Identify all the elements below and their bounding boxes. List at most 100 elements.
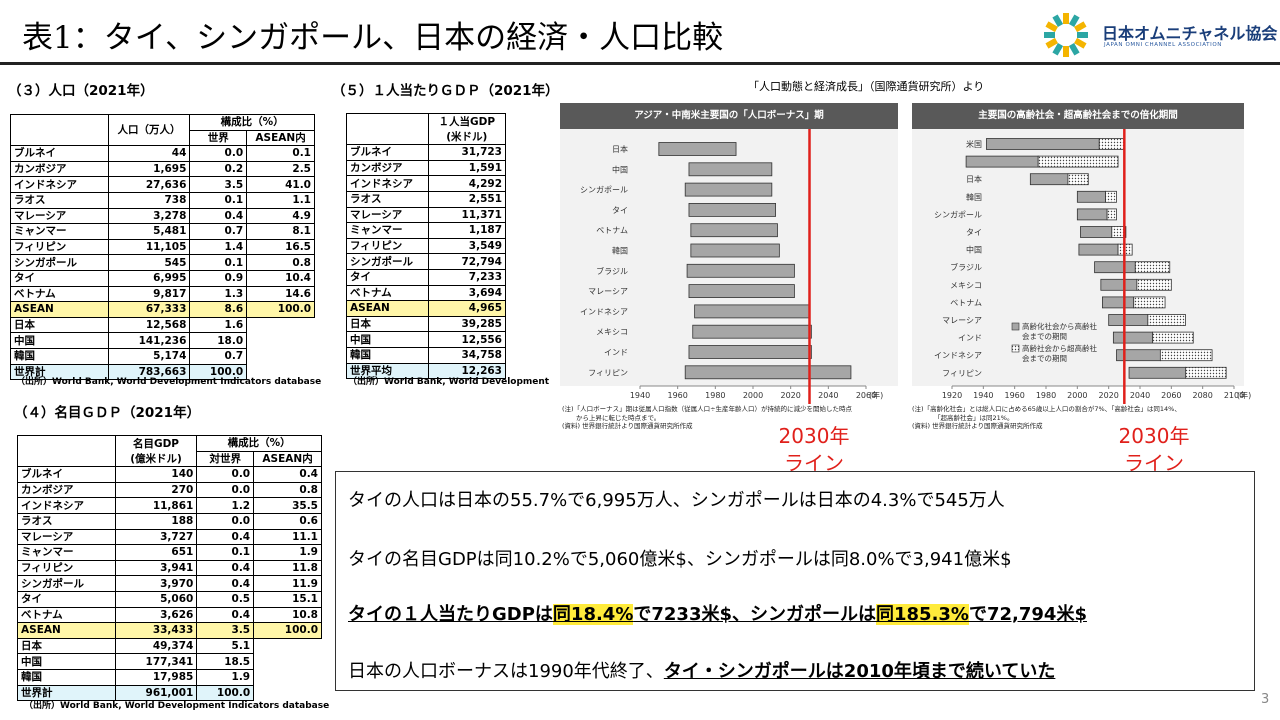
chart2-note-line: 「超高齢社会」は同21%。 [934, 413, 1014, 422]
country-name: 韓国 [346, 346, 429, 364]
gdp-per-capita-value: 11,371 [427, 206, 507, 224]
country-name: シンガポール [346, 253, 429, 270]
category-label: タイ [612, 206, 628, 215]
population-value: 12,568 [107, 316, 191, 334]
asean-share [247, 333, 315, 349]
x-tick-label: 2040 [1130, 391, 1150, 400]
country-name: ブルネイ [17, 466, 116, 483]
category-label: ベトナム [950, 298, 982, 307]
summary-text: タイの１人当たりGDPは [348, 604, 553, 625]
country-name: 日本 [10, 316, 109, 334]
table-row: カンボジア 1,695 0.2 2.5 [10, 160, 315, 178]
nominal-gdp-value: 177,341 [114, 653, 198, 670]
aging-stage1-bar [1108, 314, 1149, 326]
gdp-per-capita-value: 4,292 [427, 175, 507, 192]
table-row: ベトナム 9,817 1.3 14.6 [10, 285, 315, 303]
legend-label: 高齢社会から超高齢社 [1022, 343, 1097, 353]
world-share: 0.4 [196, 559, 255, 577]
population-value: 5,174 [107, 347, 191, 365]
population-value: 5,481 [107, 223, 191, 240]
gdp-per-capita-value: 4,965 [427, 300, 507, 317]
population-value: 6,995 [107, 269, 191, 287]
table-row: ASEAN 67,333 8.6 100.0 [10, 301, 315, 318]
table-row: タイ 5,060 0.5 15.1 [17, 590, 322, 608]
category-label: メキシコ [950, 281, 982, 290]
table-row: フィリピン 11,105 1.4 16.5 [10, 238, 315, 256]
table-row: ベトナム 3,694 [346, 284, 507, 302]
bonus-period-bar [692, 324, 812, 339]
logo-subtitle: JAPAN OMNI CHANNEL ASSOCIATION [1104, 42, 1222, 48]
table-row: 日本 49,374 5.1 [17, 637, 322, 655]
bonus-period-bar [690, 243, 780, 258]
country-name: マレーシア [10, 207, 109, 225]
gdp-per-capita-value: 34,758 [427, 346, 507, 364]
aging-stage1-bar [1080, 226, 1113, 238]
demographic-bonus-chart: 日本中国シンガポールタイベトナム韓国ブラジルマレーシアインドネシアメキシコインド… [580, 129, 883, 404]
x-tick-label: 1980 [705, 391, 725, 400]
legend-label: 会までの期間 [1022, 331, 1067, 341]
asean-share: 0.8 [253, 481, 322, 499]
country-name: ブルネイ [346, 144, 429, 161]
population-value: 11,105 [107, 238, 191, 256]
nominal-gdp-value: 140 [114, 466, 198, 483]
table-row: ベトナム 3,626 0.4 10.8 [17, 606, 322, 624]
chart1-note-line: (資料) 世界銀行統計より国際通貨研究所作成 [562, 422, 693, 430]
country-name: ミャンマー [10, 223, 109, 240]
aging-stage2-bar [1159, 349, 1213, 362]
nominal-gdp-value: 33,433 [114, 622, 198, 639]
x-tick-label: 2100 [1224, 391, 1244, 400]
country-name: インドネシア [346, 175, 429, 192]
category-label: マレーシア [942, 316, 982, 325]
gdp-per-capita-heading: （５）１人当たりＧＤＰ（2021年） [332, 83, 559, 99]
table-row: 韓国 17,985 1.9 [17, 668, 322, 686]
category-label: メキシコ [596, 328, 628, 337]
category-label: 日本 [966, 174, 982, 184]
aging-stage1-bar [1076, 208, 1108, 221]
asean-share: 41.0 [246, 176, 315, 193]
chart1-2030-annotation: 2030年 ライン [764, 423, 864, 477]
page-number: 3 [1261, 692, 1270, 707]
world-share: 0.0 [196, 512, 255, 530]
x-tick-label: 1980 [1036, 391, 1056, 400]
population-source: （出所）World Bank, World Development Indica… [16, 377, 322, 387]
summary-demographic-bonus: 日本の人口ボーナスは1990年代終了、タイ・シンガポールは2010年頃まで続いて… [348, 657, 1055, 683]
table-row: インドネシア 27,636 3.5 41.0 [10, 176, 315, 193]
chart1-note-line: から上昇に転じた時点まで。 [576, 413, 661, 422]
category-label: 韓国 [612, 246, 628, 256]
gdp-per-capita-value: 12,263 [427, 362, 507, 380]
nominal-gdp-world-header: 対世界 [196, 450, 255, 468]
nominal-gdp-heading: （４）名目ＧＤＰ（2021年） [14, 405, 201, 421]
world-share: 3.5 [189, 176, 248, 193]
table-row: 世界計 961,001 100.0 [17, 684, 322, 702]
chart1-note-line: (注)「人口ボーナス」期は従属人口指数（従属人口÷生産年齢人口）が持続的に減少を… [562, 405, 853, 413]
table-row: ミャンマー 5,481 0.7 8.1 [10, 223, 315, 240]
world-share: 0.4 [196, 575, 255, 592]
asean-share: 100.0 [253, 622, 322, 639]
asean-share: 11.1 [253, 528, 322, 546]
category-label: 中国 [966, 245, 982, 255]
aging-stage1-bar [1101, 296, 1135, 309]
asean-share: 16.5 [246, 238, 315, 256]
category-label: マレーシア [588, 287, 628, 296]
gdp-per-capita-value: 12,556 [427, 331, 507, 348]
asean-share: 1.1 [246, 191, 315, 209]
asean-share: 11.9 [253, 575, 322, 592]
nominal-gdp-value: 5,060 [114, 590, 198, 608]
x-axis-unit: (年) [1237, 390, 1251, 400]
bonus-period-bar [684, 365, 852, 380]
aging-stage1-bar [1029, 173, 1069, 186]
country-name: シンガポール [17, 575, 116, 592]
aging-stage1-bar [1112, 331, 1153, 344]
chart2-2030-annotation: 2030年 ライン [1104, 423, 1204, 477]
country-name: ミャンマー [17, 544, 116, 561]
x-tick-label: 2060 [856, 391, 876, 400]
nominal-gdp-source: （出所）World Bank, World Development Indica… [24, 701, 330, 711]
nominal-gdp-asean-header: ASEAN内 [253, 450, 322, 468]
country-name: ベトナム [17, 606, 116, 624]
world-share: 3.5 [196, 622, 255, 639]
country-name: 世界計 [17, 684, 116, 702]
world-share: 8.6 [189, 301, 248, 318]
table-row: インドネシア 11,861 1.2 35.5 [17, 497, 322, 514]
x-tick-label: 1960 [667, 391, 687, 400]
aging-stage2-bar [1111, 226, 1127, 238]
